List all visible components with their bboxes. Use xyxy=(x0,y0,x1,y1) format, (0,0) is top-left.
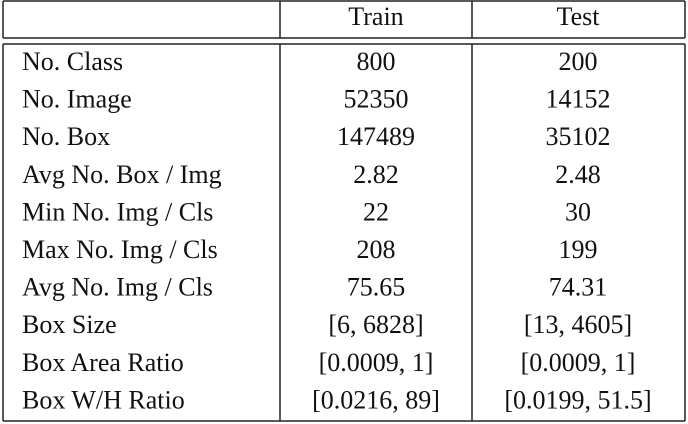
header-cell: Test xyxy=(557,2,601,31)
cell: 147489 xyxy=(337,122,415,151)
cell: 75.65 xyxy=(347,273,406,302)
cell: [0.0199, 51.5] xyxy=(504,385,651,414)
cell: 2.82 xyxy=(353,160,399,189)
cell: [6, 6828] xyxy=(328,310,423,339)
cell: 22 xyxy=(363,197,389,226)
cell: [13, 4605] xyxy=(524,310,632,339)
row-label: Avg No. Box / Img xyxy=(22,160,222,189)
cell: [0.0216, 89] xyxy=(312,385,440,414)
row-label: Box W/H Ratio xyxy=(22,385,185,414)
cell: 35102 xyxy=(546,122,611,151)
cell: 14152 xyxy=(546,85,611,114)
row-label: Min No. Img / Cls xyxy=(22,197,213,226)
row-label: Box Area Ratio xyxy=(22,348,184,377)
cell: 74.31 xyxy=(549,273,608,302)
cell: 208 xyxy=(357,235,396,264)
row-label: No. Class xyxy=(22,47,123,76)
cell: [0.0009, 1] xyxy=(319,348,434,377)
row-label: Avg No. Img / Cls xyxy=(22,273,213,302)
cell: 199 xyxy=(559,235,598,264)
row-label: Box Size xyxy=(22,310,117,339)
row-label: No. Image xyxy=(22,85,132,114)
cell: 2.48 xyxy=(555,160,601,189)
cell: 52350 xyxy=(344,85,409,114)
cell: [0.0009, 1] xyxy=(521,348,636,377)
row-label: No. Box xyxy=(22,122,110,151)
row-label: Max No. Img / Cls xyxy=(22,235,218,264)
header-cell: Train xyxy=(348,2,403,31)
cell: 800 xyxy=(357,47,396,76)
cell: 200 xyxy=(559,47,598,76)
cell: 30 xyxy=(565,197,591,226)
